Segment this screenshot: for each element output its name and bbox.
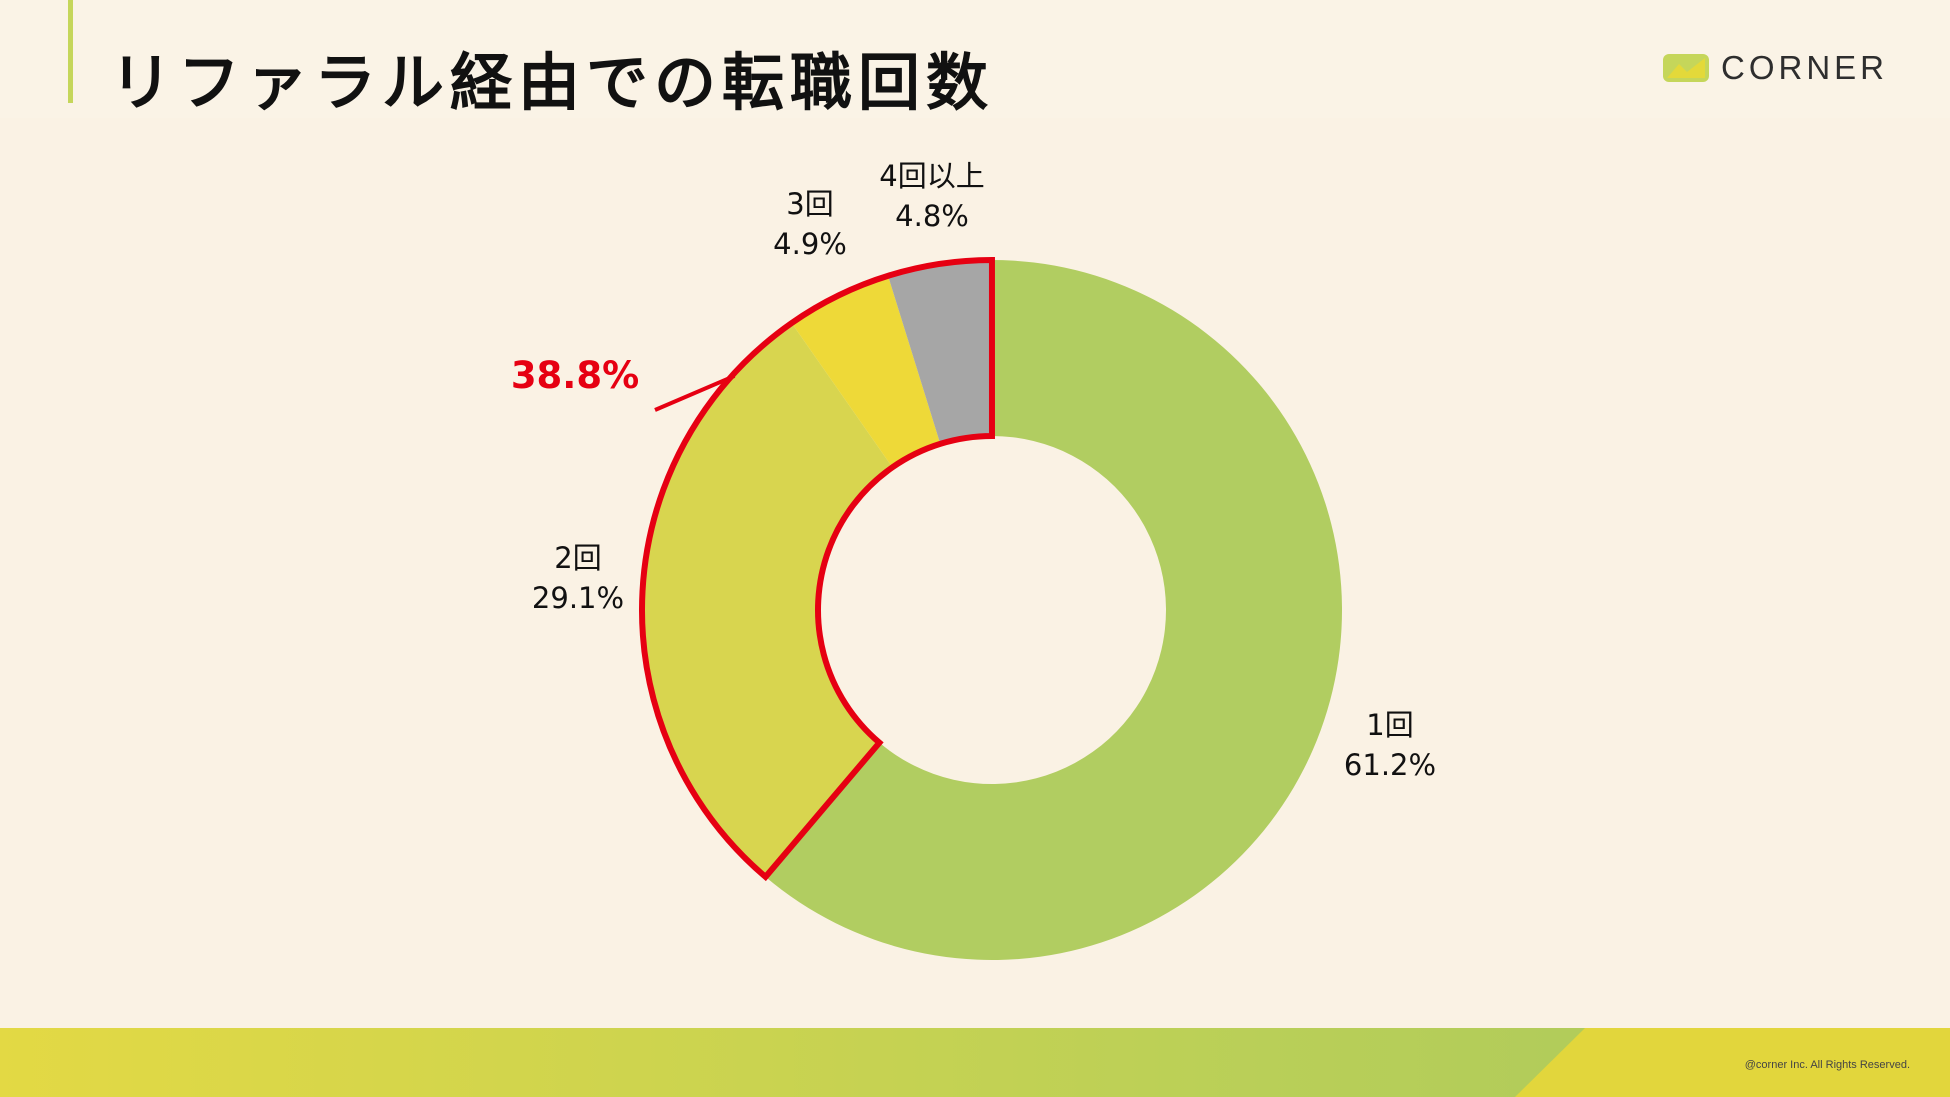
slice-value-3: 4.9% — [773, 227, 847, 261]
corner-logo-icon — [1663, 54, 1709, 82]
highlight-value-label: 38.8% — [511, 354, 639, 397]
page-title: リファラル経由での転職回数 — [110, 46, 995, 119]
header — [0, 0, 1950, 118]
slice-value-4: 4.8% — [895, 199, 969, 233]
slice-3 — [791, 275, 941, 468]
slice-label-2: 2回 — [554, 541, 601, 575]
corner-logo: CORNER — [1663, 48, 1888, 88]
title-accent-bar — [68, 0, 73, 103]
slice-label-1: 1回 — [1366, 708, 1413, 742]
copyright-text: @corner Inc. All Rights Reserved. — [1744, 1059, 1910, 1071]
highlight-outline — [639, 256, 995, 882]
slice-label-3: 3回 — [786, 187, 833, 221]
slice-1 — [765, 260, 1342, 960]
footer-band — [0, 1028, 1950, 1097]
slice-label-4: 4回以上 — [879, 159, 984, 193]
slice-2 — [642, 323, 893, 877]
logo-text: CORNER — [1721, 49, 1889, 86]
slice-4 — [888, 260, 992, 444]
slice-value-1: 61.2% — [1344, 748, 1436, 782]
slice-value-2: 29.1% — [532, 581, 624, 615]
highlight-leader-line — [654, 374, 736, 412]
